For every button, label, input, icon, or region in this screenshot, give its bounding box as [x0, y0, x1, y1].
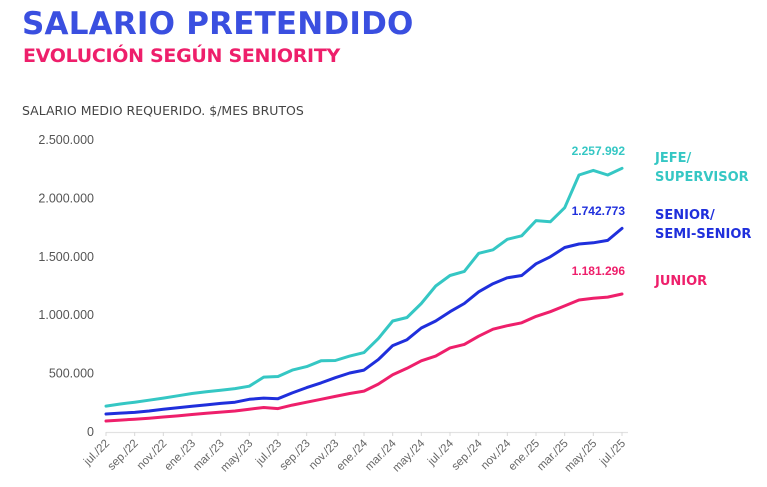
y-axis: 0 500.000 1.000.000 1.500.000 2.000.000 2.500…: [38, 133, 94, 439]
chart-title: SALARIO PRETENDIDO: [22, 6, 414, 42]
x-tick-label: may./23: [219, 438, 256, 475]
series-legend-label: SUPERVISOR: [655, 170, 749, 185]
x-tick-label: ene./23: [163, 438, 199, 474]
x-tick-label: may./24: [391, 437, 428, 474]
end-value-label: 1.181.296: [572, 264, 626, 278]
x-tick-label: sep./22: [106, 438, 141, 473]
series-legend-label: SENIOR/: [655, 208, 715, 223]
y-tick-label: 1.000.000: [38, 308, 94, 322]
series-labels: 2.257.992 JEFE/SUPERVISOR 1.742.773 SENIOR/…: [572, 144, 752, 289]
x-axis: jul./22sep./22nov./22ene./23mar./23may./…: [81, 431, 628, 475]
series-line-junior: [104, 292, 624, 423]
series-line-senior-semi-senior: [104, 226, 624, 416]
y-tick-label: 0: [87, 425, 94, 439]
end-value-label: 1.742.773: [572, 204, 626, 218]
x-tick-label: sep./24: [450, 437, 486, 473]
y-tick-label: 2.500.000: [38, 133, 94, 147]
chart-subtitle: EVOLUCIÓN SEGÚN SENIORITY: [23, 45, 340, 67]
x-tick-label: may./25: [563, 438, 600, 475]
y-tick-label: 500.000: [49, 367, 94, 381]
y-axis-title: SALARIO MEDIO REQUERIDO. $/MES BRUTOS: [22, 103, 304, 118]
series-legend-label: SEMI-SENIOR: [655, 227, 751, 242]
series-legend-label: JEFE/: [654, 151, 691, 166]
series-lines: [104, 166, 624, 423]
y-tick-label: 2.000.000: [38, 191, 94, 205]
x-tick-label: sep./23: [278, 438, 313, 473]
series-legend-label: JUNIOR: [654, 274, 707, 289]
y-tick-label: 1.500.000: [38, 250, 94, 264]
x-tick-label: ene./25: [507, 438, 543, 474]
end-value-label: 2.257.992: [572, 144, 626, 158]
series-line-jefe-supervisor: [104, 166, 624, 408]
x-tick-label: jul./25: [597, 438, 628, 469]
